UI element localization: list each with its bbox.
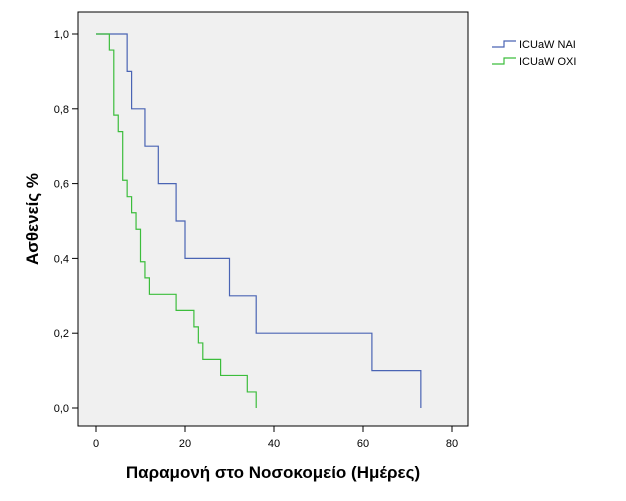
y-tick-label: 0,2 xyxy=(54,328,69,340)
series-layer xyxy=(96,33,422,408)
y-tick-label: 0,8 xyxy=(54,104,69,116)
x-tick-label: 40 xyxy=(268,438,280,450)
legend-swatch-2 xyxy=(492,57,516,65)
legend-label-2: ICUaW ΟΧΙ xyxy=(519,56,576,68)
legend-swatch-1 xyxy=(492,40,516,48)
plot-area xyxy=(77,11,469,427)
legend-label-1: ICUaW NAI xyxy=(519,39,576,51)
legend: ICUaW NAI ICUaW ΟΧΙ xyxy=(492,39,576,68)
x-axis-title: Παραμονή στο Νοσοκομείο (Ημέρες) xyxy=(126,463,420,482)
x-tick-label: 20 xyxy=(179,438,191,450)
y-axis: 0,0 0,2 0,4 0,6 0,8 1,0 xyxy=(54,29,78,415)
series-line-1 xyxy=(96,33,422,408)
x-tick-label: 60 xyxy=(357,438,369,450)
x-tick-label: 80 xyxy=(446,438,458,450)
y-tick-label: 0,0 xyxy=(54,403,69,415)
x-tick-label: 0 xyxy=(93,438,99,450)
y-tick-label: 0,6 xyxy=(54,179,69,191)
y-tick-label: 1,0 xyxy=(54,29,69,41)
y-axis-title: Ασθενείς % xyxy=(23,173,42,265)
series-line-2 xyxy=(96,33,257,408)
x-axis: 0 20 40 60 80 xyxy=(93,426,458,450)
y-tick-label: 0,4 xyxy=(54,253,69,265)
